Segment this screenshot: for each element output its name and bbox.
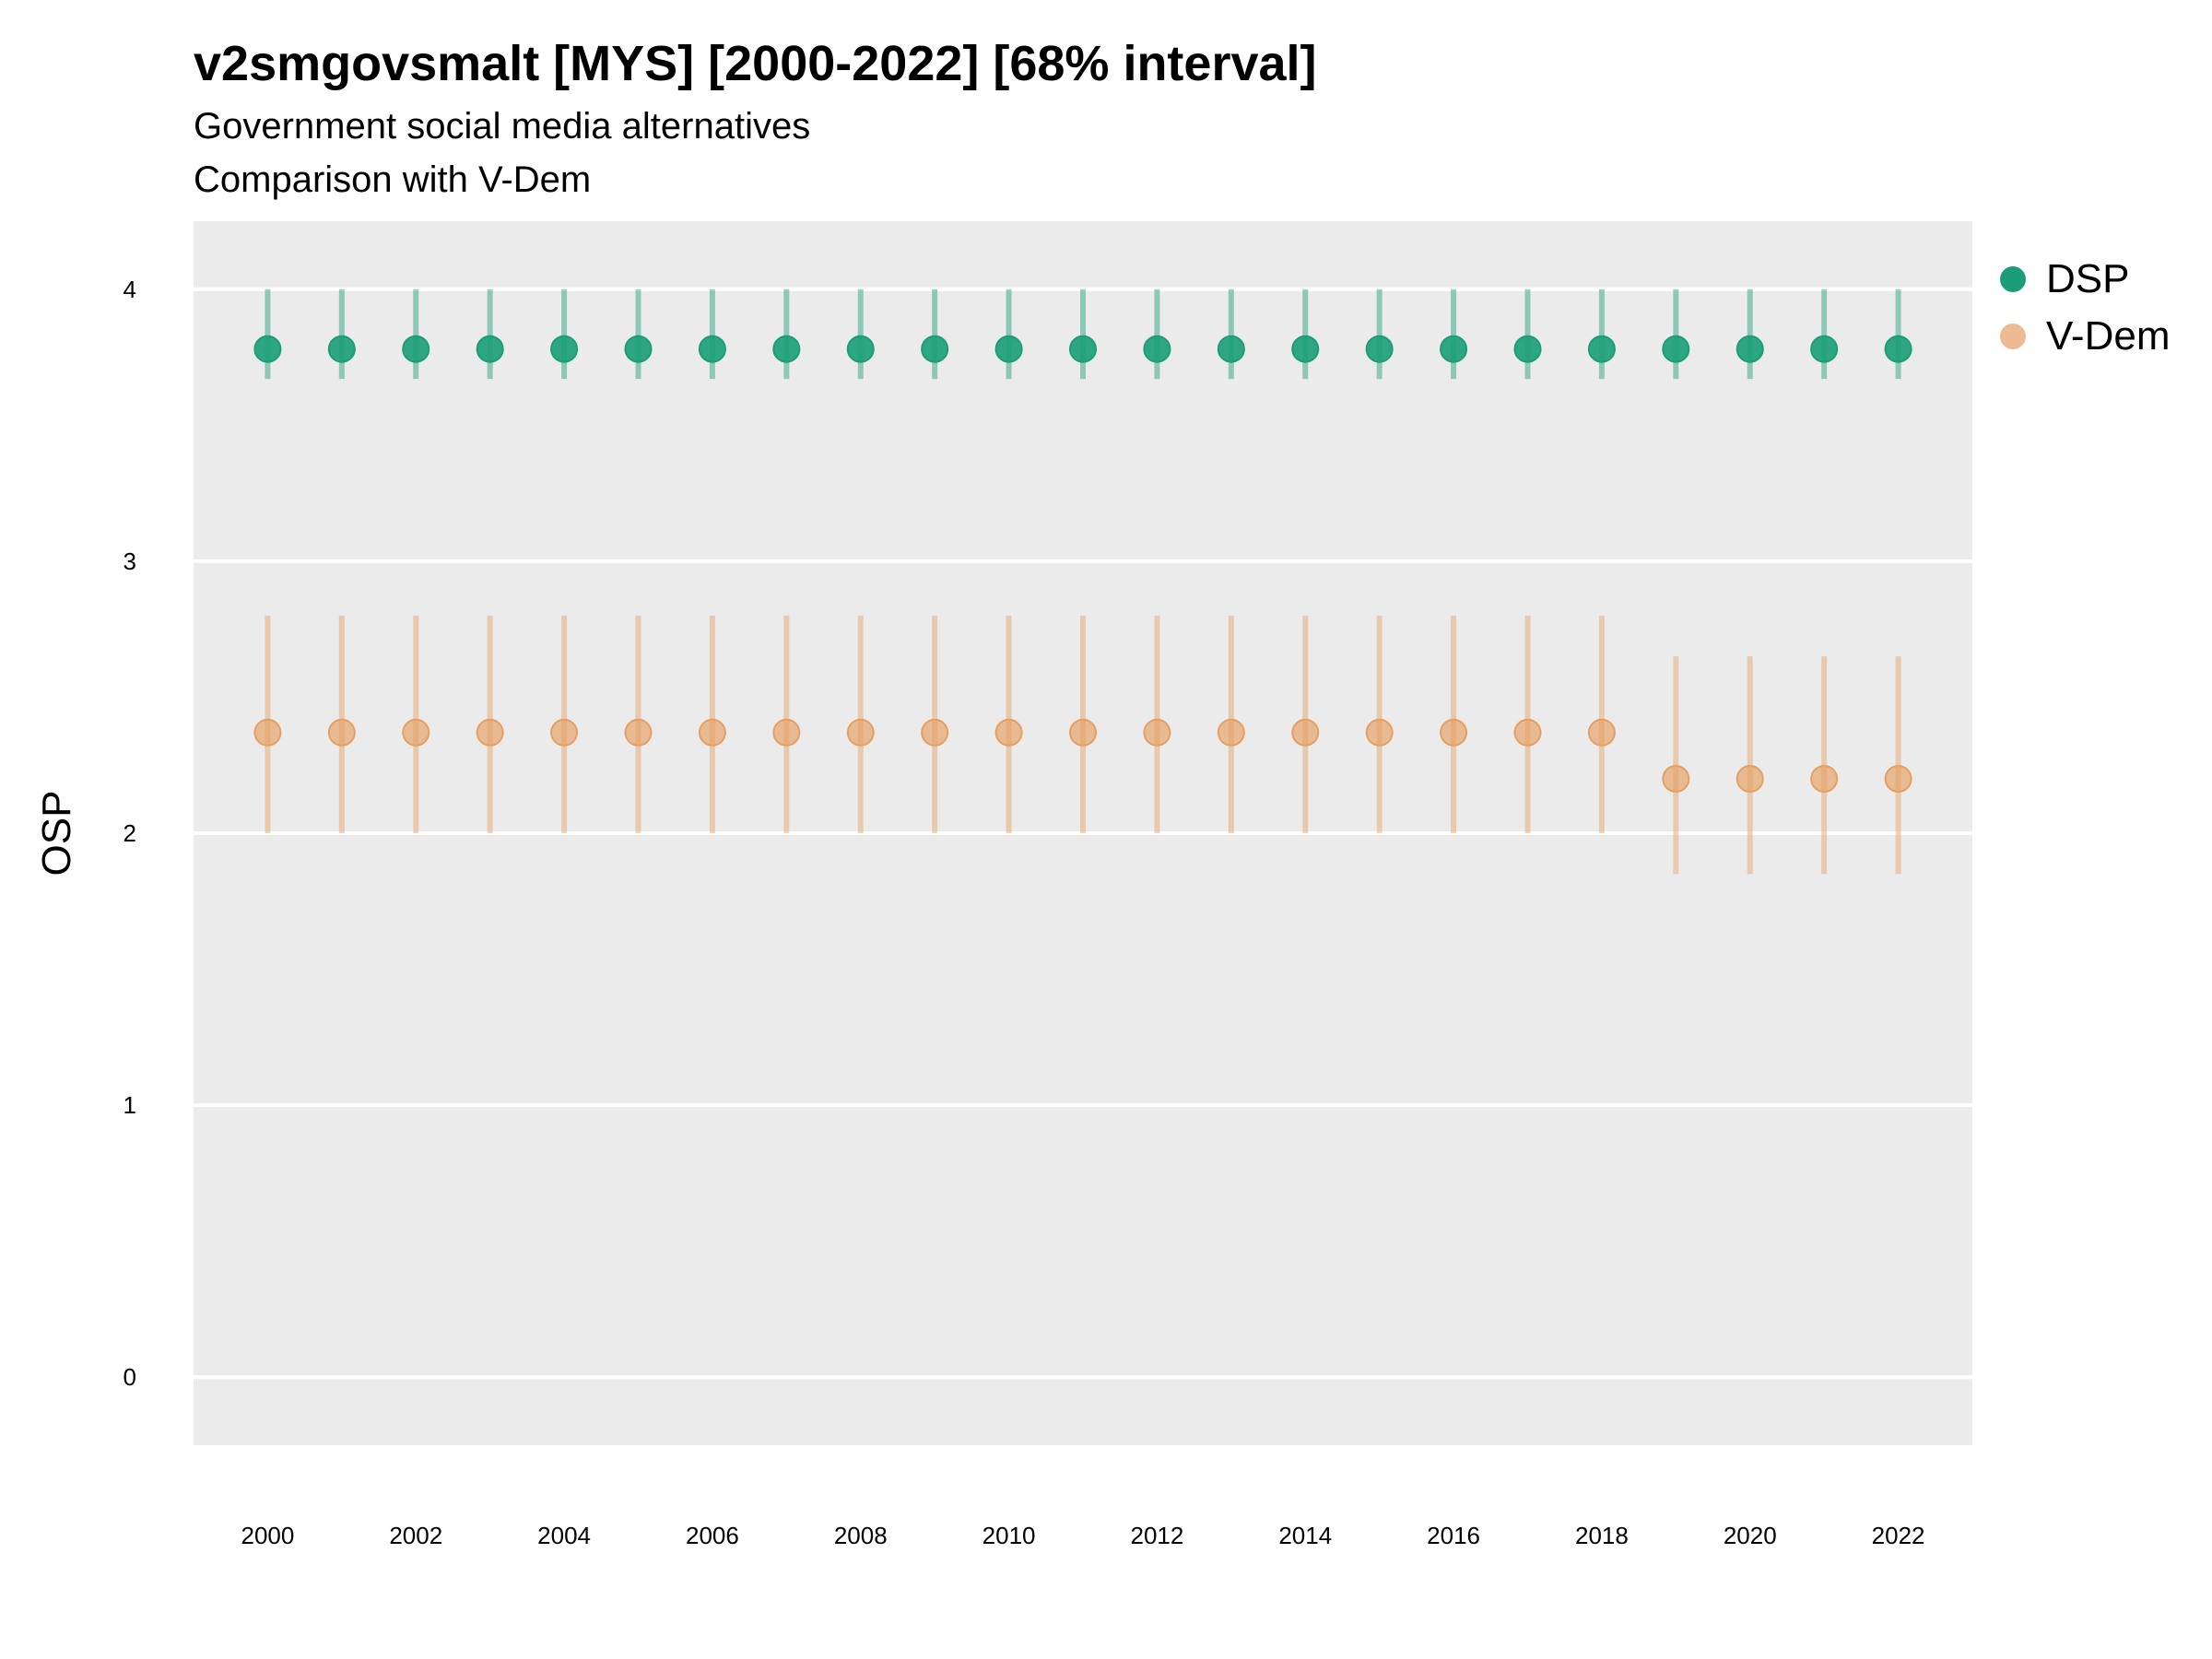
data-point [698, 718, 726, 747]
data-point [327, 718, 356, 747]
data-marks [253, 288, 1912, 875]
legend-swatch-dsp [2000, 266, 2026, 292]
legend-label-dsp: DSP [2046, 256, 2130, 301]
series-0 [253, 288, 1912, 380]
series-1 [253, 615, 1912, 875]
data-point [846, 718, 875, 747]
data-point [772, 718, 801, 747]
data-point [253, 718, 282, 747]
data-point [402, 335, 430, 363]
data-point [1217, 718, 1245, 747]
y-tick-label: 2 [124, 819, 136, 847]
x-tick-label: 2018 [1575, 1522, 1629, 1549]
x-tick-label: 2020 [1724, 1522, 1777, 1549]
y-tick-label: 3 [124, 547, 136, 575]
x-tick-label: 2012 [1130, 1522, 1183, 1549]
data-point [327, 335, 356, 363]
data-point [1735, 764, 1764, 793]
data-point [1810, 335, 1839, 363]
data-point [1884, 764, 1912, 793]
data-point [476, 718, 504, 747]
data-point [994, 335, 1023, 363]
legend-item-vdem: V-Dem [2000, 308, 2170, 365]
chart-title: v2smgovsmalt [MYS] [2000-2022] [68% inte… [194, 36, 1317, 91]
data-point [1513, 335, 1542, 363]
y-tick-label: 0 [124, 1363, 136, 1391]
data-point [1587, 335, 1616, 363]
x-tick-label: 2002 [389, 1522, 442, 1549]
data-point [1143, 335, 1171, 363]
x-tick-label: 2004 [537, 1522, 591, 1549]
data-point [550, 718, 579, 747]
x-tick-label: 2000 [241, 1522, 294, 1549]
data-point [624, 718, 653, 747]
data-point [698, 335, 726, 363]
x-tick-label: 2016 [1427, 1522, 1480, 1549]
data-point [1291, 335, 1320, 363]
data-point [1662, 335, 1690, 363]
data-point [1440, 718, 1468, 747]
y-tick-label: 4 [124, 276, 136, 303]
chart-subtitle-secondary: Comparison with V-Dem [194, 159, 592, 200]
legend-swatch-vdem [2000, 324, 2026, 349]
data-point [624, 335, 653, 363]
x-tick-label: 2022 [1872, 1522, 1925, 1549]
x-tick-label: 2010 [982, 1522, 1036, 1549]
grid-lines [194, 287, 1972, 1380]
data-point [1069, 335, 1097, 363]
tick-labels: 0 1 2 3 4 2000 2002 2004 2006 2008 2010 2012 2014 201… [124, 276, 1925, 1549]
data-point [1217, 335, 1245, 363]
data-point [994, 718, 1023, 747]
legend: DSP V-Dem [2000, 251, 2170, 365]
legend-item-dsp: DSP [2000, 251, 2170, 308]
data-point [550, 335, 579, 363]
data-point [253, 335, 282, 363]
data-point [772, 335, 801, 363]
x-tick-label: 2008 [834, 1522, 888, 1549]
data-point [1440, 335, 1468, 363]
data-point [921, 335, 949, 363]
data-point [1662, 764, 1690, 793]
data-point [1069, 718, 1097, 747]
data-point [1810, 764, 1839, 793]
legend-label-vdem: V-Dem [2046, 313, 2171, 359]
chart-subtitle: Government social media alternatives [194, 106, 811, 147]
y-tick-label: 1 [124, 1091, 136, 1119]
data-point [402, 718, 430, 747]
data-point [476, 335, 504, 363]
data-point [846, 335, 875, 363]
data-point [921, 718, 949, 747]
data-point [1884, 335, 1912, 363]
data-point [1365, 718, 1394, 747]
data-point [1587, 718, 1616, 747]
data-point [1291, 718, 1320, 747]
data-point [1513, 718, 1542, 747]
data-point [1735, 335, 1764, 363]
data-point [1143, 718, 1171, 747]
x-tick-label: 2006 [686, 1522, 739, 1549]
x-tick-label: 2014 [1278, 1522, 1332, 1549]
data-point [1365, 335, 1394, 363]
